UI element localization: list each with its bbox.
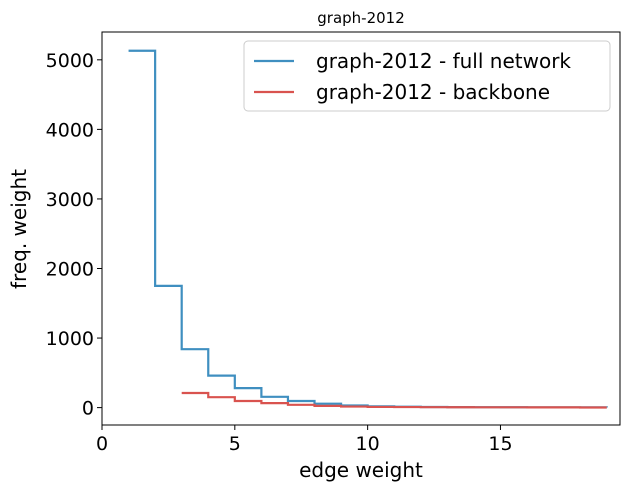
y-axis-label: freq. weight <box>7 169 31 289</box>
y-tick-label: 1000 <box>46 328 94 350</box>
plot-area-frame <box>101 31 621 426</box>
chart-title: graph-2012 <box>317 9 405 27</box>
legend-label-2: graph-2012 - backbone <box>316 80 550 104</box>
y-tick-label: 5000 <box>46 50 94 72</box>
series-line-2 <box>181 391 607 409</box>
x-tick-label: 10 <box>356 433 380 455</box>
y-tick-label: 4000 <box>46 119 94 141</box>
legend-label-1: graph-2012 - full network <box>316 49 571 73</box>
y-tick-label: 0 <box>82 398 94 420</box>
legend-box <box>243 40 611 112</box>
x-tick-label: 5 <box>229 433 241 455</box>
y-tick-label: 3000 <box>46 189 94 211</box>
x-tick-label: 15 <box>488 433 512 455</box>
x-axis-label: edge weight <box>299 458 423 482</box>
y-tick-label: 2000 <box>46 258 94 280</box>
x-tick-label: 0 <box>96 433 108 455</box>
legend: graph-2012 - full network graph-2012 - ba… <box>243 40 611 112</box>
